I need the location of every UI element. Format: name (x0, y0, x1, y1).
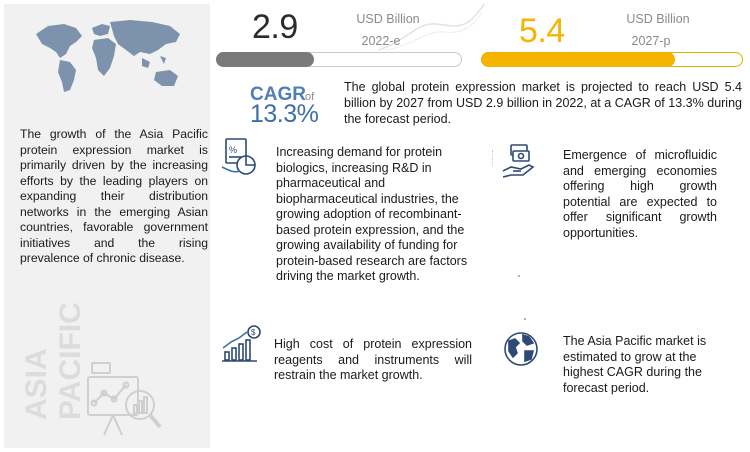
bar-2027 (481, 52, 743, 67)
restraints-cost-chart-icon: $ (222, 325, 261, 362)
unit-label-2027: USD Billion (626, 12, 690, 26)
market-value-2022: 2.9 (252, 8, 298, 46)
pacific-word: PACIFIC (54, 302, 87, 420)
globe-icon (504, 332, 538, 366)
year-label-2022: 2022-e (361, 34, 401, 48)
decorative-dot (524, 318, 526, 320)
opportunities-text: Emergence of microfluidic and emerging e… (563, 148, 717, 240)
unit-label-2022: USD Billion (356, 12, 420, 26)
year-label-2027: 2027-p (631, 34, 671, 48)
left-panel: ASIA PACIFIC The growth of the Asia Paci… (4, 4, 210, 448)
asia-pacific-label: ASIA PACIFIC (20, 302, 87, 420)
world-map-icon (36, 20, 180, 92)
restraints-text: High cost of protein expression reagents… (274, 337, 472, 382)
opportunities-money-hand-icon (502, 144, 535, 178)
region-text: The Asia Pacific market is estimated to … (563, 334, 707, 395)
bar-2022-fill (216, 52, 314, 67)
drivers-percent-chart-icon: % (221, 138, 256, 175)
svg-text:%: % (229, 145, 237, 155)
cagr-value: 13.3% (250, 100, 319, 128)
svg-text:$: $ (251, 328, 256, 337)
asia-word: ASIA (20, 348, 53, 420)
bar-2027-fill (481, 52, 675, 67)
region-summary-text: The growth of the Asia Pacific protein e… (20, 127, 208, 265)
decorative-swirl-icon (377, 3, 485, 51)
divider (492, 150, 493, 166)
drivers-text: Increasing demand for protein biologics,… (276, 145, 468, 283)
cagr-of: of (305, 91, 315, 103)
cagr-label: CAGR (250, 84, 306, 105)
decorative-dot (518, 275, 520, 277)
analytics-magnifier-icon (87, 362, 162, 436)
bar-2022 (216, 52, 462, 67)
market-value-2027: 5.4 (519, 12, 565, 50)
market-summary-text: The global protein expression market is … (344, 80, 742, 127)
